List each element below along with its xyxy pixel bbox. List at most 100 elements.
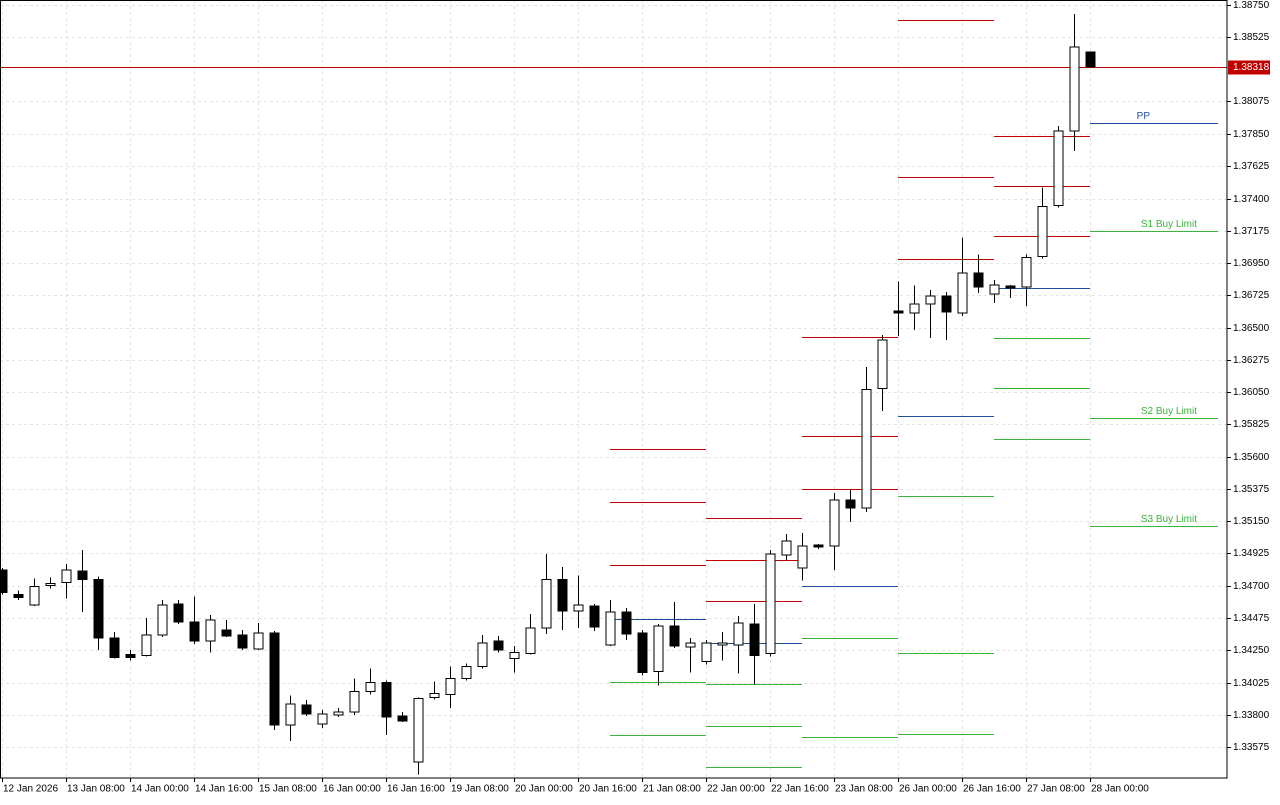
support-label: S2 Buy Limit: [1141, 406, 1197, 417]
candle-body: [477, 642, 488, 667]
current-price-label: 1.38318: [1233, 62, 1270, 73]
candle-body: [957, 272, 968, 314]
candle-body: [781, 540, 792, 556]
support-label: S1 Buy Limit: [1141, 219, 1197, 230]
x-tick-label: 14 Jan 16:00: [195, 784, 253, 795]
y-tick-label: 1.35150: [1233, 516, 1270, 527]
candle-body: [1005, 285, 1016, 289]
candle-body: [333, 711, 344, 716]
y-tick-label: 1.35600: [1233, 452, 1270, 463]
candle-body: [909, 303, 920, 314]
candle-body: [557, 578, 568, 612]
support-label: S3 Buy Limit: [1141, 514, 1197, 525]
y-tick-label: 1.37850: [1233, 129, 1270, 140]
candle-body: [221, 629, 232, 637]
y-tick-label: 1.34700: [1233, 581, 1270, 592]
candle-body: [509, 651, 520, 659]
y-tick-label: 1.34025: [1233, 678, 1270, 689]
candle-body: [493, 640, 504, 651]
y-tick-label: 1.37175: [1233, 226, 1270, 237]
candle-body: [669, 625, 680, 647]
candle-body: [461, 665, 472, 679]
candle-body: [445, 677, 456, 695]
y-tick-label: 1.36500: [1233, 323, 1270, 334]
candle-body: [589, 605, 600, 628]
x-tick-label: 22 Jan 16:00: [771, 784, 829, 795]
candle-body: [285, 703, 296, 726]
candle-body: [717, 642, 728, 646]
candle-body: [205, 619, 216, 642]
x-tick-label: 21 Jan 08:00: [643, 784, 701, 795]
x-tick-label: 15 Jan 08:00: [259, 784, 317, 795]
candle-body: [685, 642, 696, 648]
y-tick-label: 1.35825: [1233, 419, 1270, 430]
axes: 1.38750 1.38525 1.38075 1.37850 1.37625 1.374…: [0, 0, 1270, 795]
candle-body: [925, 295, 936, 305]
candle-body: [797, 545, 808, 569]
candle-body: [1037, 205, 1048, 258]
pivot-levels: PP S1 Buy Limit S2 Buy Limit S3 Buy Limit: [0, 20, 1227, 768]
y-tick-label: 1.38525: [1233, 32, 1270, 43]
candle-body: [141, 634, 152, 656]
candle-body: [109, 637, 120, 658]
y-tick-label: 1.33800: [1233, 710, 1270, 721]
x-tick-label: 26 Jan 00:00: [899, 784, 957, 795]
candle-body: [365, 681, 376, 692]
candle-body: [13, 593, 24, 598]
candle-body: [397, 715, 408, 722]
candle-body: [877, 339, 888, 389]
candle-body: [189, 621, 200, 642]
candle-body: [733, 622, 744, 646]
x-tick-label: 23 Jan 08:00: [835, 784, 893, 795]
candle-body: [413, 697, 424, 763]
candle-body: [61, 569, 72, 583]
current-price-tag: [1228, 60, 1270, 75]
x-tick-label: 26 Jan 16:00: [963, 784, 1021, 795]
candle-body: [301, 704, 312, 715]
candle-body: [749, 623, 760, 656]
candle-body: [973, 272, 984, 288]
y-tick-label: 1.38075: [1233, 96, 1270, 107]
candle-body: [573, 604, 584, 612]
pivot-label: PP: [1137, 111, 1151, 122]
candle-body: [621, 611, 632, 635]
candle-body: [317, 713, 328, 725]
candle-body: [125, 653, 136, 658]
x-tick-label: 27 Jan 08:00: [1027, 784, 1085, 795]
candle-body: [77, 570, 88, 580]
candle-body: [845, 499, 856, 509]
candle-body: [765, 553, 776, 654]
x-tick-label: 14 Jan 00:00: [131, 784, 189, 795]
y-tick-label: 1.35375: [1233, 484, 1270, 495]
candle-body: [381, 681, 392, 718]
y-tick-label: 1.33575: [1233, 742, 1270, 753]
y-tick-label: 1.34250: [1233, 645, 1270, 656]
candle-body: [605, 611, 616, 646]
y-tick-label: 1.34925: [1233, 548, 1270, 559]
y-tick-label: 1.34475: [1233, 613, 1270, 624]
candle-body: [349, 690, 360, 713]
candle-body: [861, 388, 872, 509]
candle-body: [1085, 51, 1096, 68]
candle-body: [237, 634, 248, 649]
candle-body: [1069, 46, 1080, 132]
candle-body: [893, 310, 904, 314]
x-tick-label: 28 Jan 00:00: [1091, 784, 1149, 795]
candle-body: [653, 625, 664, 672]
candle-body: [989, 284, 1000, 295]
candle-body: [541, 578, 552, 629]
candle-body: [813, 544, 824, 548]
candle-body: [269, 632, 280, 726]
candles: [0, 14, 1096, 775]
candle-body: [941, 295, 952, 313]
candle-body: [173, 603, 184, 623]
x-tick-label: 19 Jan 08:00: [451, 784, 509, 795]
x-tick-label: 22 Jan 00:00: [707, 784, 765, 795]
x-tick-label: 16 Jan 16:00: [387, 784, 445, 795]
candle-body: [829, 499, 840, 547]
candle-body: [0, 569, 8, 593]
candle-body: [157, 604, 168, 636]
y-tick-label: 1.36725: [1233, 290, 1270, 301]
